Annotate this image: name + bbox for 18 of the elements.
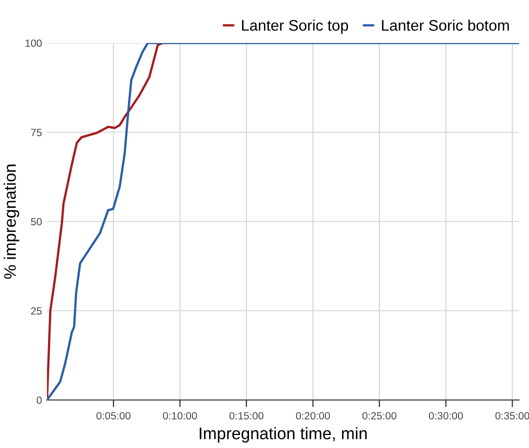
x-tick-label: 0:10:00	[162, 412, 197, 420]
y-tick-label: 75	[31, 128, 42, 136]
y-tick-label: 0	[36, 396, 42, 404]
y-tick-label: 25	[31, 307, 42, 315]
x-tick-label: 0:15:00	[229, 412, 264, 420]
x-tick-label: 0:20:00	[296, 412, 330, 420]
x-tick-label: 0:35:00	[495, 412, 529, 420]
line-series	[47, 43, 519, 400]
x-tick-label: 0:25:00	[362, 412, 396, 420]
y-tick-label: 100	[26, 40, 42, 47]
legend-label: Lanter Soric botom	[382, 20, 509, 31]
y-axis-title: % impregnation	[4, 164, 20, 279]
x-tick-label: 0:05:00	[96, 412, 130, 420]
line-series	[47, 43, 164, 400]
x-axis-title: Impregnation time, min	[200, 427, 367, 443]
y-tick-label: 50	[30, 218, 42, 226]
legend-label: Lanter Soric top	[242, 20, 348, 34]
x-tick-label: 0:30:00	[428, 412, 463, 420]
